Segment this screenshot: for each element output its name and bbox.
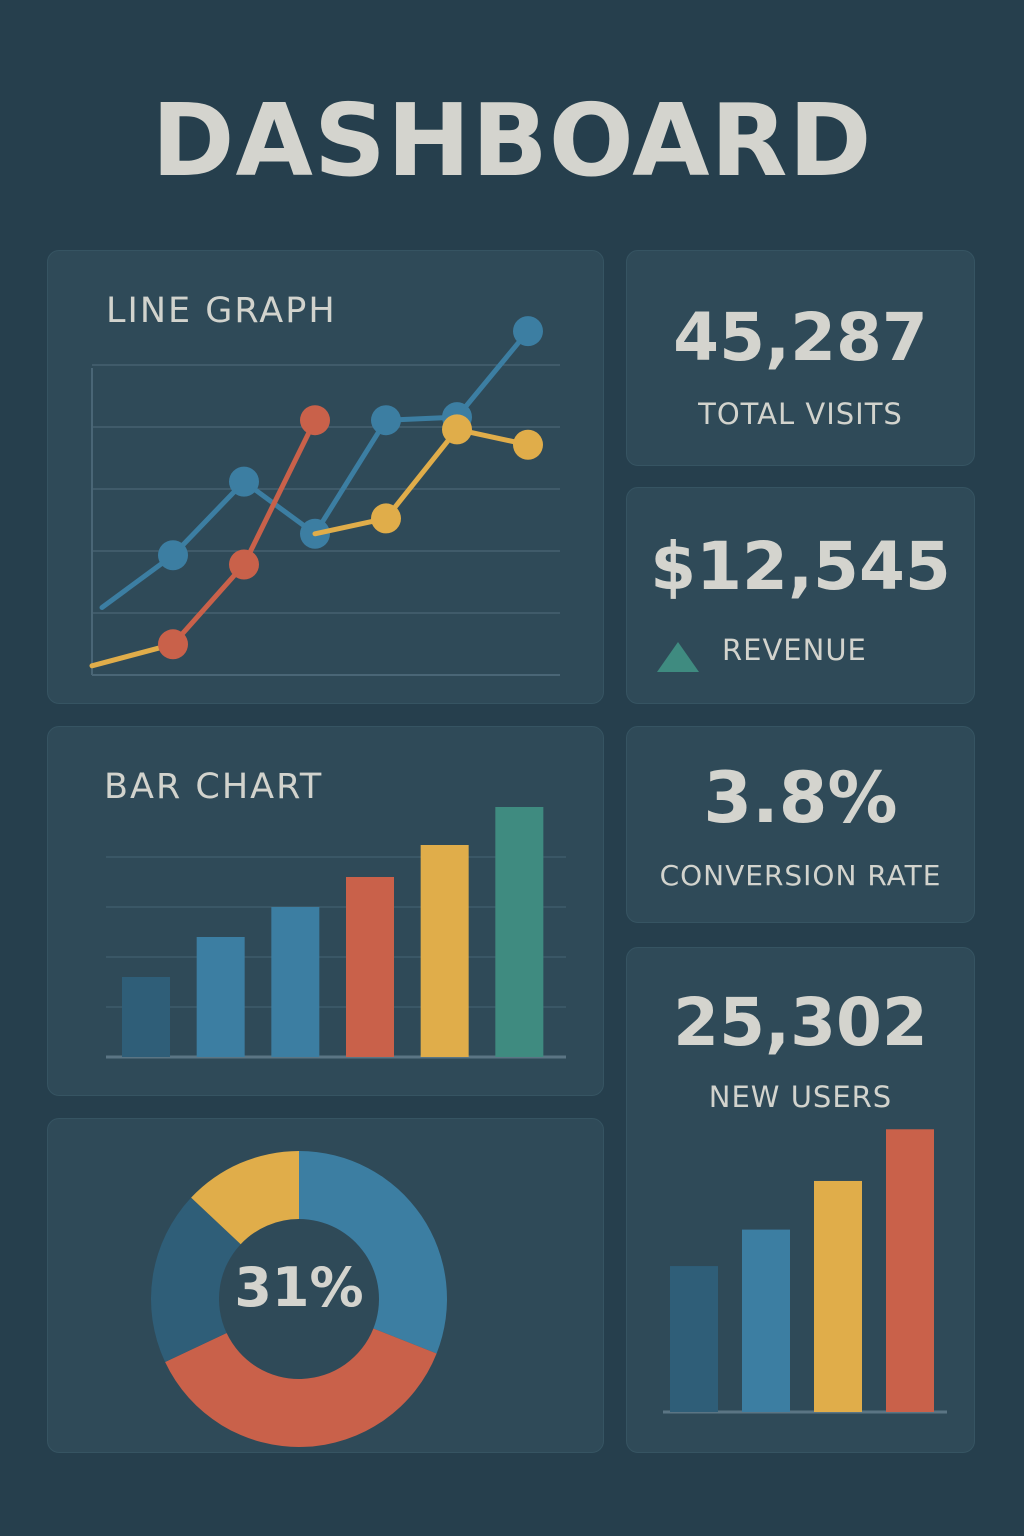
series-point-2 [371, 503, 401, 534]
bar [122, 977, 170, 1057]
series-point-0 [158, 540, 188, 571]
bar [670, 1266, 718, 1412]
revenue-label: REVENUE [722, 633, 867, 667]
donut-slice [151, 1197, 241, 1363]
donut-slice [191, 1151, 299, 1245]
conversion-rate-label: CONVERSION RATE [659, 859, 942, 892]
revenue-value: $12,545 [650, 528, 951, 605]
bar-chart-card: BAR CHART [47, 726, 604, 1096]
total-visits-label: TOTAL VISITS [698, 397, 903, 431]
line-graph-card: LINE GRAPH [47, 250, 604, 704]
bar [886, 1129, 934, 1412]
total-visits-card: 45,287 TOTAL VISITS [626, 250, 975, 466]
donut-slice [299, 1151, 447, 1354]
new-users-bar-chart [663, 1129, 947, 1414]
triangle-up-icon [657, 642, 699, 672]
series-point-0 [513, 316, 543, 347]
bar [196, 937, 245, 1057]
series-point-0 [371, 405, 401, 436]
series-point-2 [513, 429, 543, 460]
series-point-0 [229, 466, 259, 497]
bar [271, 907, 320, 1057]
revenue-card: $12,545 REVENUE [626, 487, 975, 704]
donut-chart-card: 31% [47, 1118, 604, 1453]
bar-chart-plot [106, 807, 566, 1059]
new-users-label: NEW USERS [708, 1080, 893, 1114]
donut-chart-plot [151, 1151, 447, 1447]
donut-slice [165, 1328, 437, 1447]
series-point-1 [300, 405, 330, 436]
bar [495, 807, 544, 1057]
conversion-rate-value: 3.8% [703, 757, 898, 839]
conversion-rate-card: 3.8% CONVERSION RATE [626, 726, 975, 923]
bar [742, 1229, 790, 1412]
new-users-value: 25,302 [673, 984, 928, 1061]
line-graph-plot [89, 316, 560, 676]
total-visits-value: 45,287 [673, 299, 928, 376]
donut-center-label: 31% [234, 1256, 364, 1319]
new-users-card: 25,302 NEW USERS [626, 947, 975, 1453]
series-point-2 [442, 414, 472, 445]
bar [420, 845, 469, 1057]
series-line-2 [312, 426, 531, 537]
line-graph-title: LINE GRAPH [106, 291, 337, 331]
series-point-1 [229, 549, 259, 580]
series-point-1 [158, 629, 188, 660]
bar-chart-title: BAR CHART [104, 767, 324, 807]
page-title: DASHBOARD [151, 82, 873, 199]
bar [346, 877, 394, 1057]
bar [814, 1180, 862, 1412]
